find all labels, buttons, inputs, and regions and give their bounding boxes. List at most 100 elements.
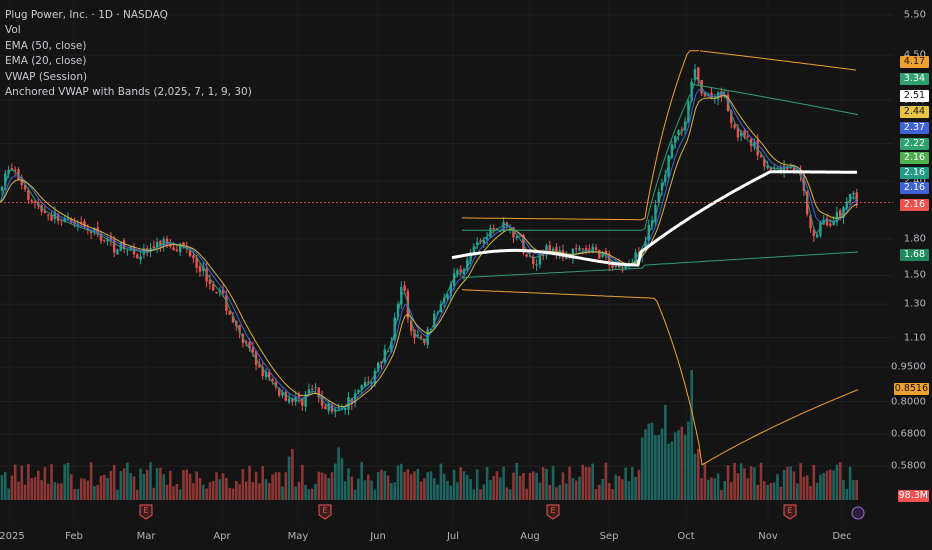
candle-body — [122, 240, 126, 250]
legend-ema50[interactable]: EMA (50, close) — [5, 39, 87, 52]
candle-body — [377, 362, 380, 372]
candle-body — [320, 396, 324, 406]
candle-body — [50, 214, 53, 221]
candle-body — [753, 142, 756, 147]
volume-bar — [667, 443, 670, 500]
volume-bar — [485, 467, 489, 500]
volume-bar — [202, 484, 205, 500]
volume-bar — [832, 470, 835, 500]
candle-body — [697, 67, 700, 81]
y-tick-label: 0.6800 — [891, 428, 926, 440]
legend-vwap[interactable]: VWAP (Session) — [5, 70, 88, 83]
candle-body — [677, 130, 680, 135]
volume-bar — [706, 479, 710, 500]
candle-body — [301, 399, 304, 406]
volume-bar — [238, 484, 241, 500]
avwap-band-outer-lower — [461, 289, 859, 466]
legend-ema20[interactable]: EMA (20, close) — [5, 55, 87, 68]
volume-bar — [670, 441, 674, 500]
x-tick-label: Feb — [65, 531, 83, 542]
volume-bar — [254, 471, 258, 500]
candle-body — [30, 200, 33, 202]
volume-bar — [746, 478, 750, 500]
volume-bar — [687, 421, 690, 500]
candle-body — [538, 254, 542, 265]
legend-avwap[interactable]: Anchored VWAP with Bands (2,025, 7, 1, 9… — [5, 86, 252, 99]
volume-bar — [472, 489, 476, 500]
price-axis[interactable]: 5.504.503.602.902.401.801.501.301.100.95… — [891, 0, 932, 550]
volume-bar — [268, 483, 271, 500]
volume-bar — [244, 481, 248, 500]
candle-body — [344, 407, 347, 410]
volume-bar — [162, 474, 165, 500]
candle-body — [291, 398, 294, 402]
legend-title[interactable]: Plug Power, Inc. · 1D · NASDAQ — [5, 9, 168, 21]
candle-body — [53, 211, 56, 220]
candle-body — [502, 222, 505, 232]
volume-bar — [406, 469, 410, 500]
volume-bar — [502, 466, 505, 500]
candle-body — [621, 268, 624, 271]
volume-bar — [697, 448, 700, 500]
candle-body — [792, 167, 796, 171]
volume-bar — [442, 473, 446, 500]
volume-bar — [116, 489, 119, 500]
volume-bar — [53, 482, 57, 500]
volume-bar — [169, 470, 172, 500]
candle-body — [825, 218, 829, 226]
volume-bar — [779, 486, 783, 500]
volume-bar — [677, 430, 680, 500]
candle-body — [479, 240, 482, 242]
volume-bar — [772, 482, 776, 500]
candle-body — [802, 174, 806, 191]
volume-bar — [281, 486, 284, 500]
volume-bar — [558, 484, 561, 500]
y-tick-label: 5.50 — [903, 9, 926, 21]
candle-body — [139, 256, 142, 260]
candle-body — [835, 212, 839, 223]
candle-body — [106, 238, 109, 242]
volume-bar — [749, 466, 753, 500]
candle-body — [819, 222, 822, 236]
volume-bar — [538, 482, 542, 500]
candle-body — [274, 381, 278, 387]
candle-body — [476, 242, 479, 246]
candle-body — [221, 289, 225, 293]
volume-bar — [112, 464, 116, 500]
volume-bar — [70, 474, 73, 500]
volume-bar — [644, 429, 647, 500]
volume-bar — [409, 474, 413, 500]
volume-bar — [693, 453, 697, 500]
candle-body — [598, 250, 601, 259]
volume-bar — [416, 468, 420, 500]
avwap-band-outer-upper — [462, 50, 699, 221]
candle-body — [743, 130, 746, 138]
candle-body — [93, 228, 96, 232]
volume-bar — [581, 464, 585, 500]
volume-bar — [413, 471, 416, 500]
price-label-badge: 2.44 — [900, 106, 929, 118]
volume-bar — [248, 465, 251, 500]
candle-body — [116, 249, 119, 255]
volume-bar — [96, 484, 99, 500]
volume-bar — [522, 472, 525, 500]
candle-body — [459, 268, 462, 273]
candle-body — [776, 167, 779, 169]
candle-body — [584, 248, 588, 251]
volume-bar — [4, 472, 7, 500]
candle-body — [334, 410, 337, 412]
volume-bar — [433, 478, 436, 500]
candle-body — [17, 169, 20, 180]
candle-body — [749, 138, 753, 147]
volume-bar — [631, 467, 634, 500]
volume-bar — [479, 489, 482, 500]
candle-body — [297, 394, 301, 398]
candle-body — [63, 217, 66, 223]
candle-body — [707, 94, 710, 96]
volume-bar — [624, 467, 627, 500]
volume-bar — [469, 479, 472, 500]
volume-bar — [185, 469, 189, 500]
legend-vol[interactable]: Vol — [5, 24, 21, 37]
volume-bar — [654, 435, 657, 500]
